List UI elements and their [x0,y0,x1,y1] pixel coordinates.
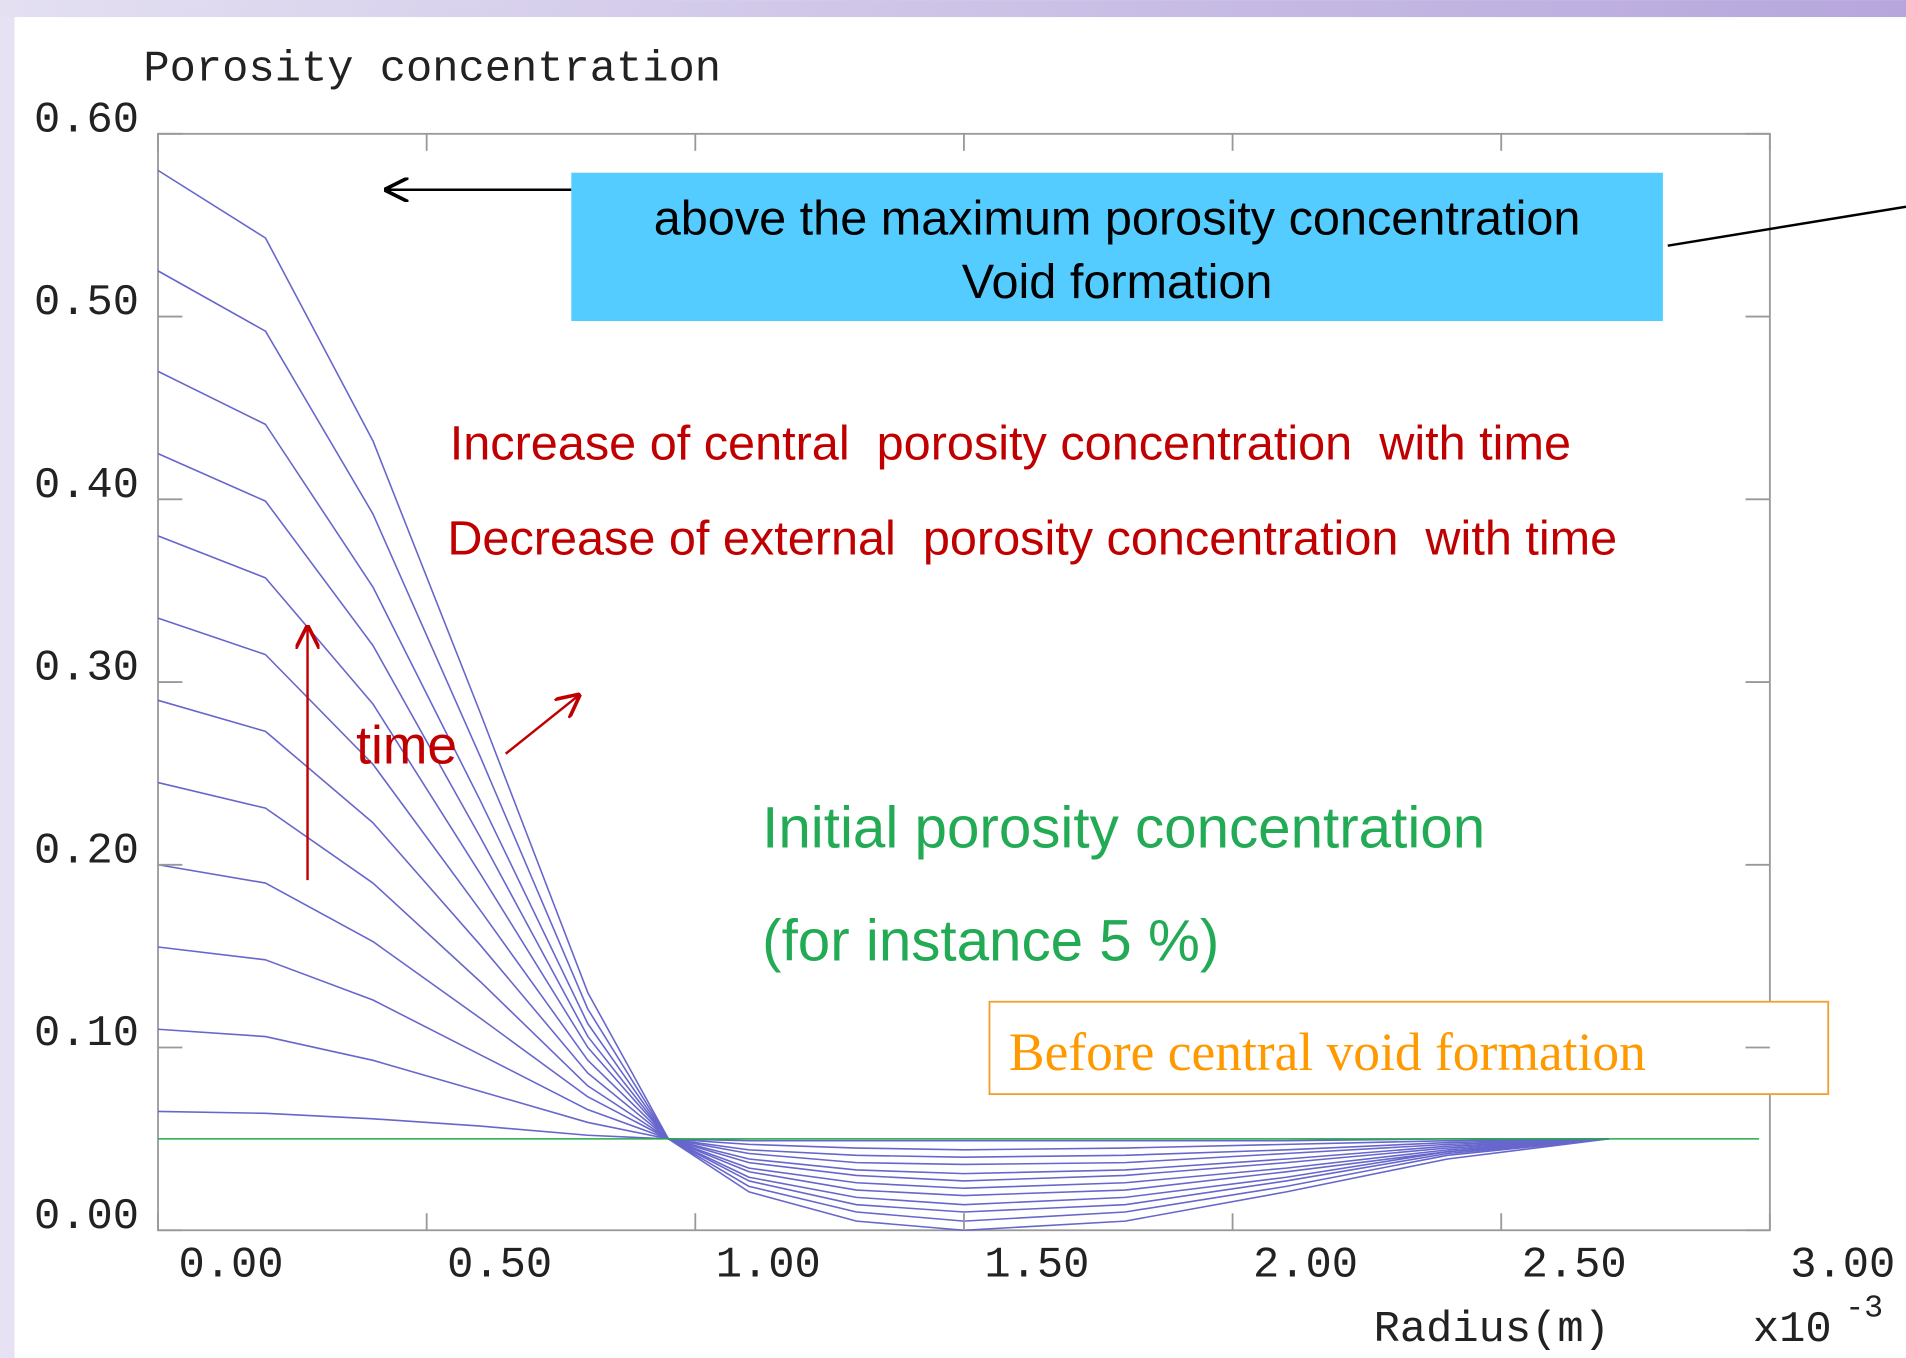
plot [157,169,1760,1232]
curve [157,452,1609,1206]
x-tick-label: 2.50 [1522,1241,1627,1290]
y-tick-label: 0.40 [34,462,139,511]
time-text: time [356,716,457,775]
y-tick-label: 0.00 [34,1193,139,1242]
curve [157,781,1609,1175]
x-tick-label: 0.00 [178,1241,283,1290]
curve [157,535,1609,1197]
y-axis-label: Porosity concentration [143,45,721,94]
curve [157,270,1609,1222]
x-tick-label: 3.00 [1790,1241,1895,1290]
x-scale-label: x10 [1753,1306,1832,1355]
void-text: Void formation [962,255,1273,309]
initial-text: Initial porosity concentration [762,795,1485,860]
x-axis-label: Radius(m) [1374,1306,1610,1355]
before-box [988,1000,1830,1096]
x-scale-exponent: -3 [1845,1292,1883,1327]
y-tick-label: 0.10 [34,1010,139,1059]
decrease-text: Decrease of external porosity concentrat… [447,511,1617,565]
curve [157,169,1609,1232]
y-tick-label: 0.50 [34,279,139,328]
curve [157,1028,1609,1151]
x-tick-label: 0.50 [447,1241,552,1290]
curve [158,1110,1609,1142]
curve [157,617,1609,1190]
pointer-line [1667,205,1906,247]
curve [157,699,1609,1182]
x-tick-label: 1.50 [984,1241,1089,1290]
y-tick-label: 0.20 [34,827,139,876]
curve [157,370,1609,1213]
y-tick-label: 0.60 [34,96,139,145]
before-text: Before central void formation [1009,1022,1646,1082]
curve [157,863,1609,1166]
void-text: above the maximum porosity concentration [654,192,1581,246]
curve [157,946,1609,1158]
initial-text: (for instance 5 %) [762,908,1219,973]
increase-text: Increase of central porosity concentrati… [450,417,1571,471]
void-box [571,172,1663,322]
x-tick-label: 2.00 [1253,1241,1358,1290]
y-tick-label: 0.30 [34,645,139,694]
top-bar [0,0,1906,18]
x-tick-label: 1.00 [716,1241,821,1290]
time-arrow [504,695,579,755]
